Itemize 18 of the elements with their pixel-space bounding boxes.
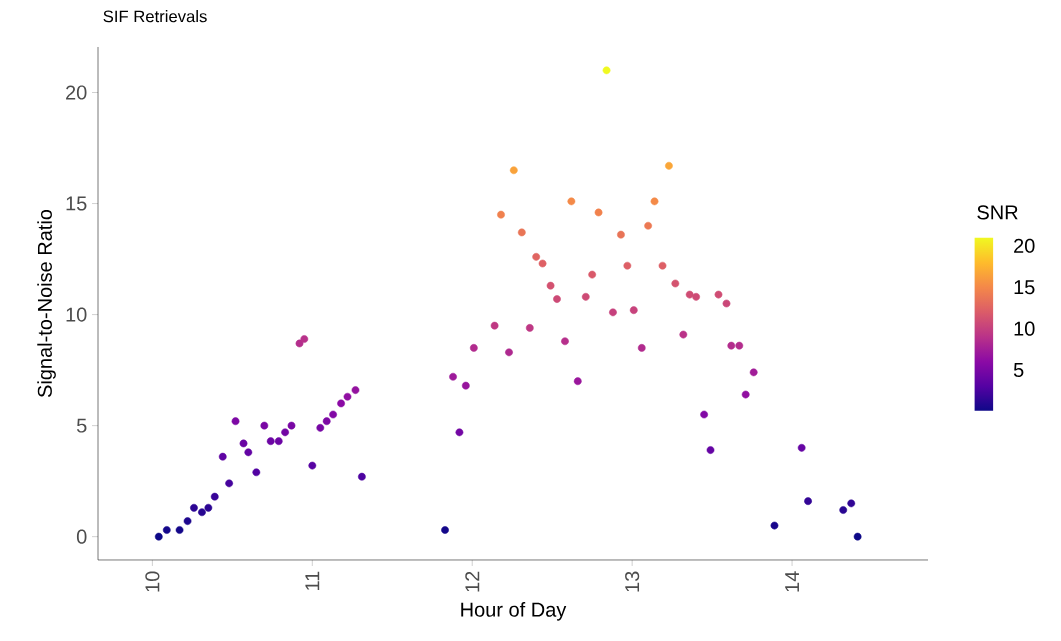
x-tick-label: 12 <box>465 571 480 592</box>
color-bar-label: 10 <box>1014 321 1035 336</box>
x-tick-label: 13 <box>625 571 640 592</box>
color-bar-label: 15 <box>1014 280 1035 295</box>
color-bar-title: SNR <box>977 205 1018 220</box>
x-tick-label: 14 <box>785 571 799 592</box>
color-bar-label: 20 <box>1014 238 1035 253</box>
y-tick-label: 10 <box>66 307 87 322</box>
y-tick-label: 20 <box>66 85 87 100</box>
y-tick-label: 0 <box>76 529 87 544</box>
chart-title: SIF Retrievals <box>103 10 207 23</box>
y-axis-title: Signal-to-Noise Ratio <box>37 209 56 398</box>
x-tick-label: 10 <box>145 571 160 592</box>
color-bar-label: 5 <box>1013 363 1024 378</box>
y-tick-label: 15 <box>66 196 87 211</box>
x-axis-title: Hour of Day <box>461 602 567 621</box>
y-tick-label: 5 <box>76 418 87 433</box>
x-tick-label: 11 <box>305 571 320 590</box>
